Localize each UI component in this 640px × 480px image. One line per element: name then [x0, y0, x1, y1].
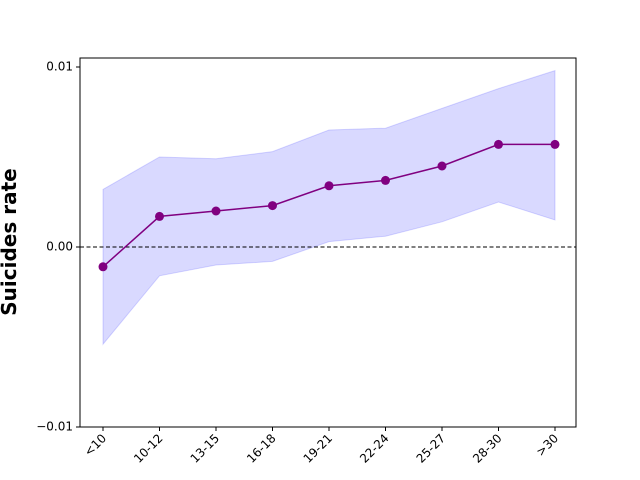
- y-axis-ticks: −0.01 0.00 0.01: [36, 60, 80, 434]
- confidence-band: [102, 69, 556, 346]
- data-point: [268, 201, 277, 211]
- data-point: [211, 206, 221, 216]
- data-point: [381, 175, 390, 185]
- data-point-layer: [98, 139, 560, 272]
- data-point: [98, 262, 108, 272]
- y-tick-label: 0.00: [46, 240, 73, 254]
- data-point: [494, 139, 503, 149]
- data-point: [324, 181, 334, 191]
- data-point: [550, 139, 560, 149]
- data-point: [437, 161, 447, 171]
- plot-frame: [79, 57, 577, 428]
- confidence-band-layer: [102, 69, 556, 346]
- y-tick-label: −0.01: [36, 420, 73, 434]
- y-tick-label: 0.01: [46, 60, 73, 74]
- data-point: [155, 211, 164, 221]
- y-axis-label: Suicides rate: [0, 168, 21, 315]
